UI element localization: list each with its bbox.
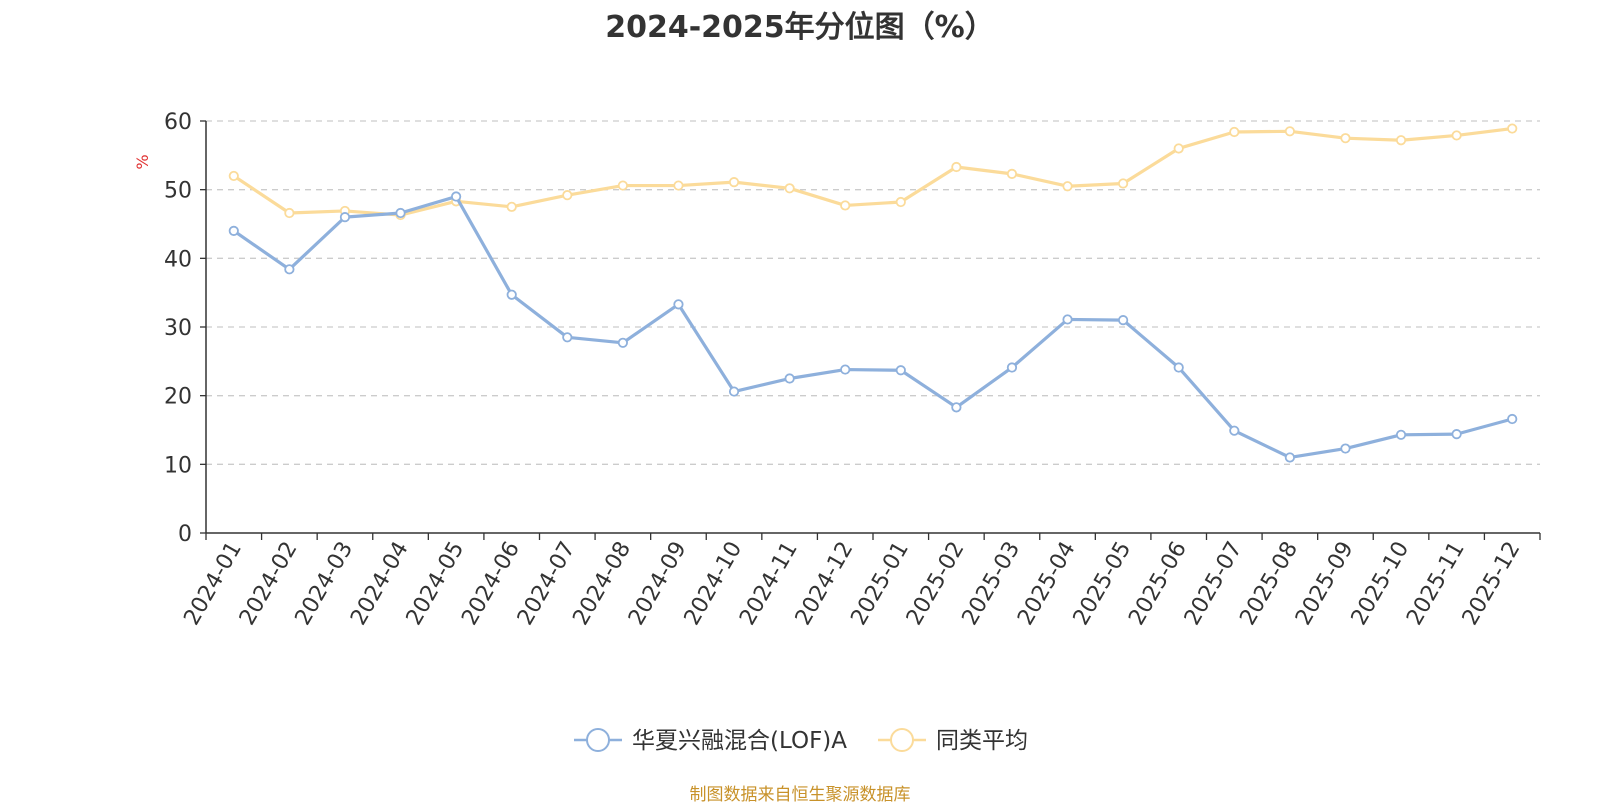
data-point[interactable] [617,180,628,191]
data-point[interactable] [617,337,628,348]
data-point[interactable] [1006,362,1018,373]
data-point[interactable] [562,190,573,201]
data-point[interactable] [339,212,351,223]
y-tick-label: 40 [164,247,192,272]
legend-item-1[interactable]: 同类平均 [878,728,1028,754]
data-point[interactable] [1173,143,1184,154]
data-point[interactable] [1229,425,1240,436]
data-point[interactable] [895,365,906,376]
series-line-0 [232,194,1514,460]
data-point[interactable] [1118,178,1129,189]
y-tick-label: 10 [164,453,192,478]
data-point[interactable] [673,299,684,310]
legend-marker [890,728,914,752]
grid-lines [206,120,1540,465]
y-tick-label: 0 [178,522,192,547]
data-point[interactable] [506,289,517,300]
data-point[interactable] [951,402,962,413]
data-point[interactable] [228,170,239,182]
data-point[interactable] [895,196,906,208]
data-point[interactable] [951,161,962,173]
data-point[interactable] [728,386,740,397]
legend-label: 华夏兴融混合(LOF)A [632,728,847,754]
data-point[interactable] [1284,126,1295,137]
data-point[interactable] [506,201,517,212]
data-point[interactable] [784,373,795,384]
data-point[interactable] [1006,168,1018,179]
y-axis-label: % [133,154,152,169]
data-point[interactable] [1118,315,1129,326]
chart-title: 2024-2025年分位图（%） [605,10,995,45]
y-tick-label: 60 [164,110,192,135]
data-point[interactable] [451,191,462,202]
data-point[interactable] [840,364,851,375]
data-point[interactable] [1451,429,1462,440]
data-point[interactable] [1395,135,1407,146]
series-line-1 [232,126,1514,217]
data-point[interactable] [1451,130,1462,141]
data-point[interactable] [1173,362,1184,373]
data-point[interactable] [1062,314,1073,325]
data-point[interactable] [1507,123,1518,134]
data-point[interactable] [1284,452,1295,463]
data-point[interactable] [395,207,406,219]
y-tick-label: 20 [164,385,192,410]
data-point[interactable] [728,177,740,188]
legend[interactable]: 华夏兴融混合(LOF)A 同类平均 [574,728,1028,754]
data-point[interactable] [840,200,851,211]
data-point[interactable] [1507,413,1518,425]
legend-label: 同类平均 [936,728,1028,754]
data-point[interactable] [284,207,295,219]
legend-item-0[interactable]: 华夏兴融混合(LOF)A [574,728,847,754]
y-tick-label: 30 [164,316,192,341]
data-point[interactable] [1395,429,1407,440]
series-lines [228,123,1518,463]
data-point[interactable] [1062,181,1073,192]
data-point[interactable] [1229,126,1240,138]
data-point[interactable] [1340,443,1351,454]
data-point[interactable] [284,264,295,275]
data-point[interactable] [673,180,684,191]
data-point[interactable] [1340,133,1351,144]
data-point[interactable] [784,183,795,194]
data-point[interactable] [228,225,239,236]
source-note: 制图数据来自恒生聚源数据库 [689,785,911,805]
data-point[interactable] [562,332,573,343]
legend-marker [586,728,610,752]
y-tick-label: 50 [164,179,192,204]
